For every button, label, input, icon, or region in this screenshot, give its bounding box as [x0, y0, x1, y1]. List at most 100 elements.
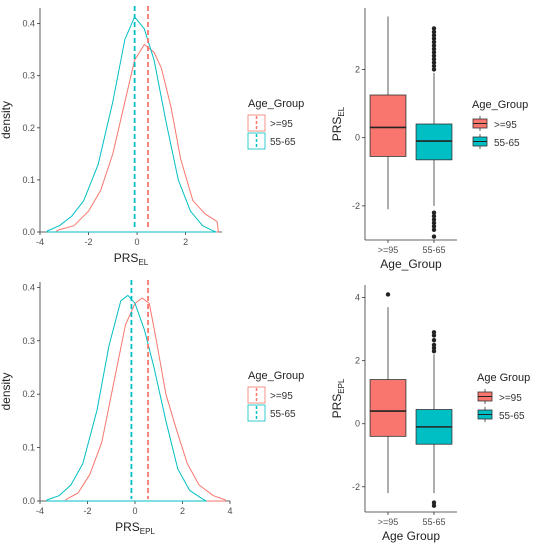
outlier-point [431, 337, 437, 343]
x-tick-label: 55-65 [422, 517, 445, 527]
y-tick-label: 0.2 [22, 389, 35, 399]
box-55-65 [415, 26, 453, 239]
y-tick-label: 2 [355, 64, 360, 74]
outlier-point [431, 503, 437, 508]
outlier-point [431, 29, 437, 35]
outlier-point [431, 342, 437, 348]
outlier-point [385, 292, 391, 297]
outlier-point [431, 26, 437, 31]
outlier-point [431, 63, 437, 69]
y-tick-label: -2 [352, 482, 360, 492]
y-tick-label: 0.0 [22, 227, 35, 237]
x-tick-label: -2 [85, 237, 93, 247]
y-tick-label: 4 [355, 293, 360, 303]
legend-label: 55-65 [494, 138, 520, 149]
legend-label: 55-65 [270, 137, 296, 148]
y-tick-label: 0.3 [22, 336, 35, 346]
legend-title: Age_Group [248, 98, 304, 110]
iqr-box [415, 123, 453, 161]
box-ge95 [369, 292, 407, 494]
y-axis-title: density [0, 372, 13, 410]
outlier-point [431, 67, 437, 72]
y-axis-title: PRSEL [330, 106, 346, 141]
legend-label: >=95 [494, 120, 517, 131]
y-axis-title: PRSEPL [330, 378, 346, 418]
y-tick-label: -2 [352, 201, 360, 211]
legend: Age_Group >=95 55-65 [472, 99, 528, 149]
outlier-point [431, 36, 437, 41]
legend-title: Age_Group [248, 370, 304, 382]
x-tick-label: 0 [132, 506, 137, 516]
y-tick-label: 0.2 [22, 123, 35, 133]
iqr-box [369, 379, 407, 437]
y-axis-title-base: PRS [330, 117, 344, 142]
y-axis-title-text: PRSEPL [330, 378, 346, 418]
outlier-point [431, 500, 437, 505]
legend: Age_Group >=95 55-65 [247, 370, 304, 422]
box-55-65 [415, 330, 453, 508]
density-plot-el: 0.0 0.1 0.2 0.3 0.4 -4 -2 0 2 PRSEL density Age_Gro… [0, 6, 304, 267]
legend: Age Group >=95 55-65 [477, 372, 530, 422]
x-tick-label: >=95 [378, 517, 399, 527]
outlier-point [431, 56, 437, 62]
legend-title: Age Group [477, 372, 530, 384]
outlier-point [431, 53, 437, 58]
x-tick-label: 0 [135, 237, 140, 247]
x-axis-title-subscript: EL [138, 258, 148, 267]
x-axis-title-base: PRS [115, 520, 140, 534]
outlier-point [431, 43, 437, 48]
legend-label: 55-65 [270, 409, 296, 420]
density-plot-epl: 0.0 0.1 0.2 0.3 0.4 -4 -2 0 2 4 PRSEPL density Age_G… [0, 280, 304, 536]
y-tick-label: 0.4 [22, 19, 35, 29]
outlier-point [431, 234, 437, 239]
x-tick-label: 55-65 [422, 245, 445, 255]
y-axis-title-subscript: EL [337, 106, 346, 116]
outlier-point [431, 349, 437, 354]
outlier-point [431, 220, 437, 226]
x-axis-title-text: PRSEPL [115, 520, 155, 536]
legend-title: Age_Group [472, 99, 528, 111]
y-tick-label: 0.1 [22, 443, 35, 453]
x-axis-title: Age_Group [380, 257, 442, 271]
outlier-point [431, 50, 437, 55]
x-tick-label: -4 [36, 506, 44, 516]
y-axis-title-text: PRSEL [330, 106, 346, 141]
x-axis-title: Age Group [382, 529, 440, 543]
outlier-point [431, 227, 437, 232]
y-tick-label: 0 [355, 419, 360, 429]
outlier-point [431, 46, 437, 52]
y-tick-label: 0 [355, 133, 360, 143]
density-line-55-65 [46, 16, 217, 233]
x-axis-title: PRSEL [114, 251, 149, 267]
legend-label: >=95 [270, 391, 293, 402]
boxplot-el: -2 0 2 >=95 55-65 Age_Group PRSEL Age_Group >=95… [330, 8, 528, 271]
y-axis-title-subscript: EPL [337, 378, 346, 394]
y-axis-title-base: PRS [330, 394, 344, 419]
x-axis-title: PRSEPL [115, 520, 155, 536]
density-line-55-65 [46, 294, 207, 502]
density-line-ge95 [56, 44, 219, 233]
x-tick-label: -4 [36, 237, 44, 247]
outlier-point [431, 217, 437, 222]
boxplot-epl: -2 0 2 4 >=95 55-65 Age Group PRSEPL Age Group >=… [330, 285, 530, 543]
outlier-point [431, 330, 437, 335]
outlier-point [431, 213, 437, 219]
legend: Age_Group >=95 55-65 [247, 98, 304, 150]
x-tick-label: >=95 [378, 245, 399, 255]
outlier-point [431, 33, 437, 38]
x-tick-label: 4 [227, 506, 232, 516]
density-line-ge95 [65, 297, 226, 502]
outlier-point [431, 210, 437, 215]
x-axis-title-subscript: EPL [140, 527, 156, 536]
y-tick-label: 0.0 [22, 496, 35, 506]
outlier-point [431, 39, 437, 45]
y-tick-label: 0.1 [22, 175, 35, 185]
outlier-point [431, 60, 437, 65]
legend-label: 55-65 [499, 411, 525, 422]
x-tick-label: 2 [180, 506, 185, 516]
outlier-point [431, 224, 437, 229]
x-tick-label: 2 [183, 237, 188, 247]
outlier-point [431, 333, 437, 338]
y-tick-label: 2 [355, 356, 360, 366]
